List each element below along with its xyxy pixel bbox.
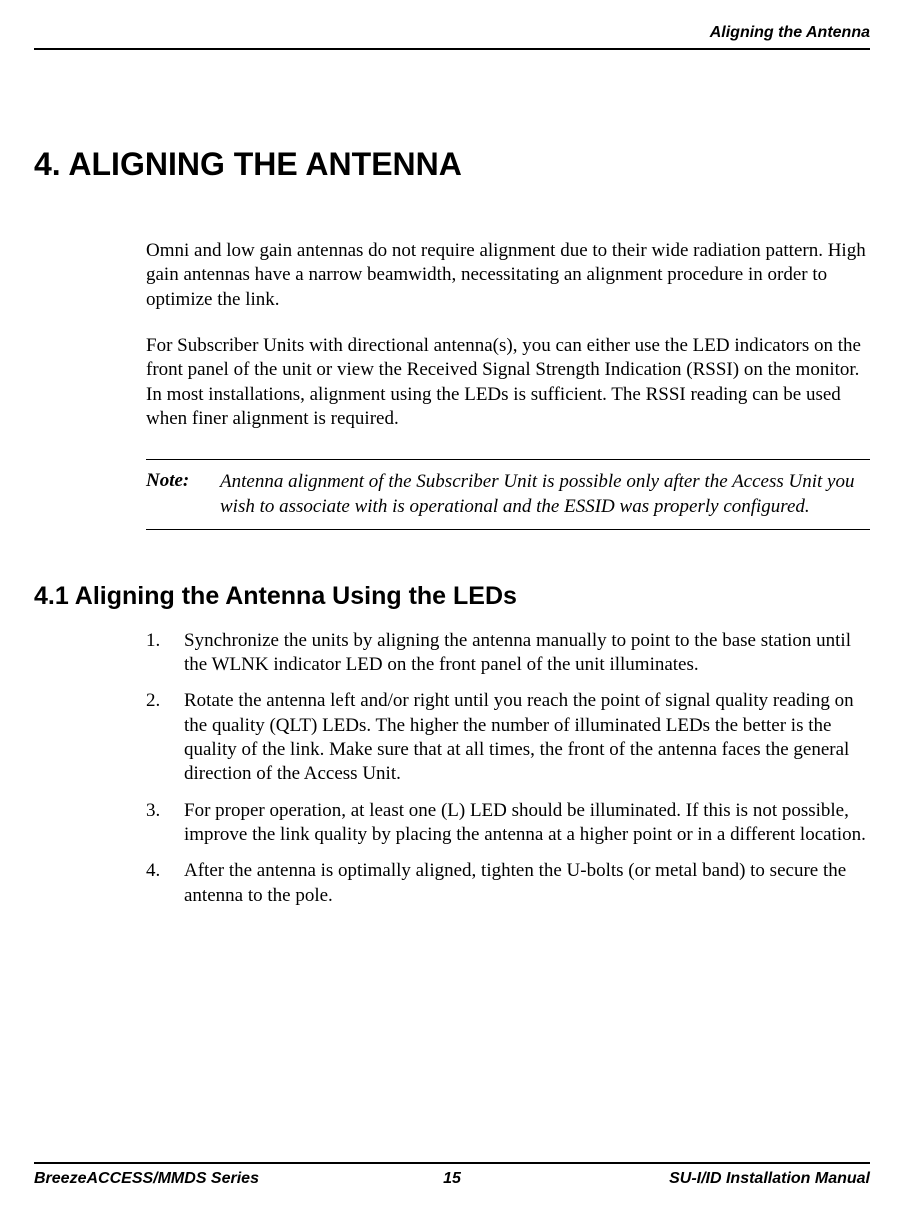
list-item: Synchronize the units by aligning the an… <box>146 629 870 678</box>
steps-list: Synchronize the units by aligning the an… <box>146 629 870 908</box>
paragraph-2: For Subscriber Units with directional an… <box>146 334 870 431</box>
note-label: Note: <box>146 470 202 519</box>
footer-right: SU-I/ID Installation Manual <box>669 1170 870 1188</box>
section-title: Aligning the Antenna Using the LEDs <box>75 582 517 610</box>
chapter-heading: 4. ALIGNING THE ANTENNA <box>34 146 870 183</box>
note-text: Antenna alignment of the Subscriber Unit… <box>220 470 870 519</box>
section-heading: 4.1 Aligning the Antenna Using the LEDs <box>34 582 870 611</box>
footer-page-number: 15 <box>443 1170 461 1188</box>
chapter-number: 4. <box>34 146 61 182</box>
page-footer: BreezeACCESS/MMDS Series 15 SU-I/ID Inst… <box>34 1162 870 1188</box>
running-header: Aligning the Antenna <box>34 24 870 50</box>
paragraph-1: Omni and low gain antennas do not requir… <box>146 239 870 312</box>
section-number: 4.1 <box>34 582 69 610</box>
footer-left: BreezeACCESS/MMDS Series <box>34 1170 259 1188</box>
list-item: For proper operation, at least one (L) L… <box>146 799 870 848</box>
chapter-title: ALIGNING THE ANTENNA <box>68 146 461 182</box>
running-header-text: Aligning the Antenna <box>710 24 870 41</box>
intro-content: Omni and low gain antennas do not requir… <box>146 239 870 530</box>
list-item: After the antenna is optimally aligned, … <box>146 859 870 908</box>
list-item: Rotate the antenna left and/or right unt… <box>146 689 870 786</box>
note-box: Note: Antenna alignment of the Subscribe… <box>146 459 870 530</box>
